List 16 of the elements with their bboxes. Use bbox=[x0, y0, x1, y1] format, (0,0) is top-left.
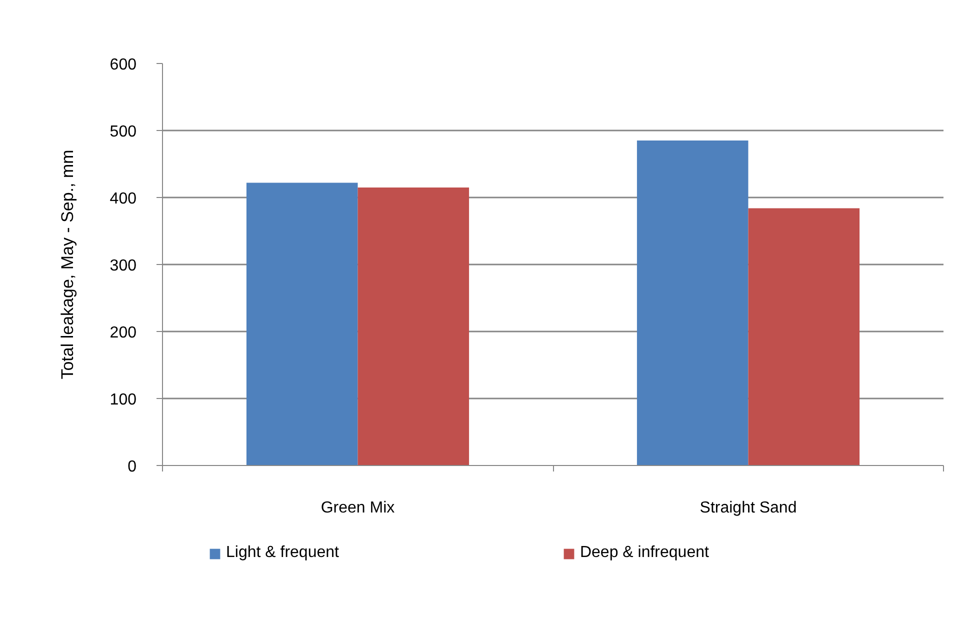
bar bbox=[246, 182, 358, 466]
y-tick-label: 100 bbox=[110, 392, 137, 408]
bar bbox=[636, 140, 748, 466]
y-tick-label: 600 bbox=[110, 56, 137, 74]
x-tick-label: Straight Sand bbox=[700, 500, 797, 516]
y-tick-label: 500 bbox=[110, 124, 137, 140]
legend-label: Deep & infrequent bbox=[580, 544, 709, 562]
y-tick-label: 200 bbox=[110, 324, 137, 342]
bar bbox=[358, 187, 470, 466]
y-tick-label: 400 bbox=[110, 190, 137, 208]
y-axis-title: Total leakage, May - Sep., mm bbox=[58, 150, 77, 380]
legend-label: Light & frequent bbox=[226, 544, 339, 562]
x-tick-label: Green Mix bbox=[320, 500, 395, 516]
y-tick-label: 0 bbox=[128, 458, 137, 476]
y-tick-label: 300 bbox=[110, 258, 137, 274]
bar bbox=[748, 208, 860, 466]
